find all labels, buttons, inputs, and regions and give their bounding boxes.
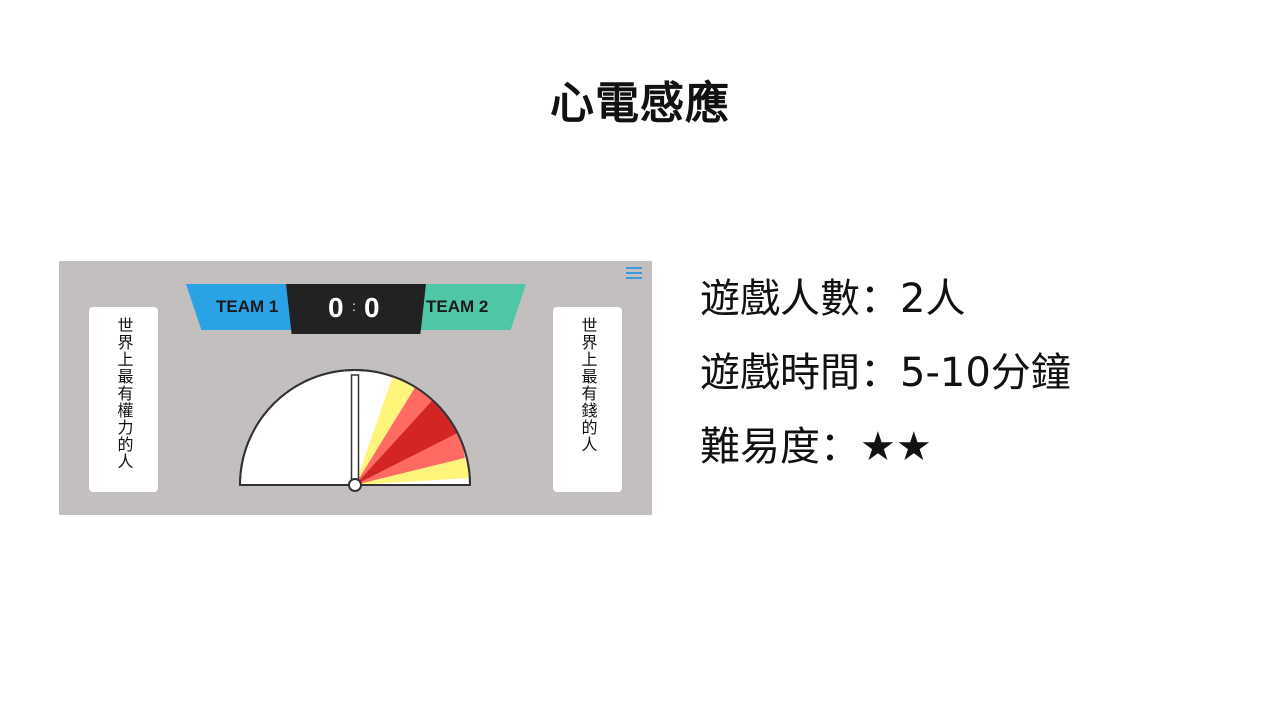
gauge-zone-middle-left (355, 387, 433, 485)
gauge-zone-outer-right (355, 458, 470, 485)
score-separator: : (352, 298, 356, 314)
gauge-zone-middle-right (355, 433, 465, 485)
dial-gauge[interactable] (237, 365, 477, 497)
team-1-label: TEAM 1 (216, 297, 279, 316)
gauge-needle[interactable] (350, 374, 360, 486)
difficulty-rating: 難易度：★★ (700, 424, 932, 470)
game-screenshot-panel: TEAM 1 TEAM 2 0 : 0 世界上最有權力的人 世界上最有錢的人 (59, 261, 652, 515)
left-prompt-text: 世界上最有權力的人 (114, 317, 134, 470)
gauge-pivot (348, 478, 362, 492)
team-1-banner: TEAM 1 (186, 284, 296, 330)
team-2-label: TEAM 2 (426, 297, 489, 316)
slide-title: 心電感應 (550, 78, 730, 129)
game-duration: 遊戲時間：5-10分鐘 (700, 350, 1071, 396)
team-2-score: 0 (364, 292, 380, 323)
score-box: 0 : 0 (286, 284, 426, 334)
hamburger-menu-icon[interactable] (626, 267, 642, 279)
scoreboard: TEAM 1 TEAM 2 0 : 0 (186, 284, 526, 334)
gauge-zone-center (355, 399, 458, 485)
right-prompt-card: 世界上最有錢的人 (553, 307, 622, 492)
team-1-score: 0 (328, 292, 344, 323)
game-info: 遊戲人數：2人 遊戲時間：5-10分鐘 難易度：★★ (700, 262, 1071, 484)
left-prompt-card: 世界上最有權力的人 (89, 307, 158, 492)
gauge-outline (238, 369, 472, 486)
team-2-banner: TEAM 2 (416, 284, 526, 330)
gauge-zone-outer-left (355, 376, 415, 485)
player-count: 遊戲人數：2人 (700, 276, 966, 322)
right-prompt-text: 世界上最有錢的人 (578, 317, 598, 453)
